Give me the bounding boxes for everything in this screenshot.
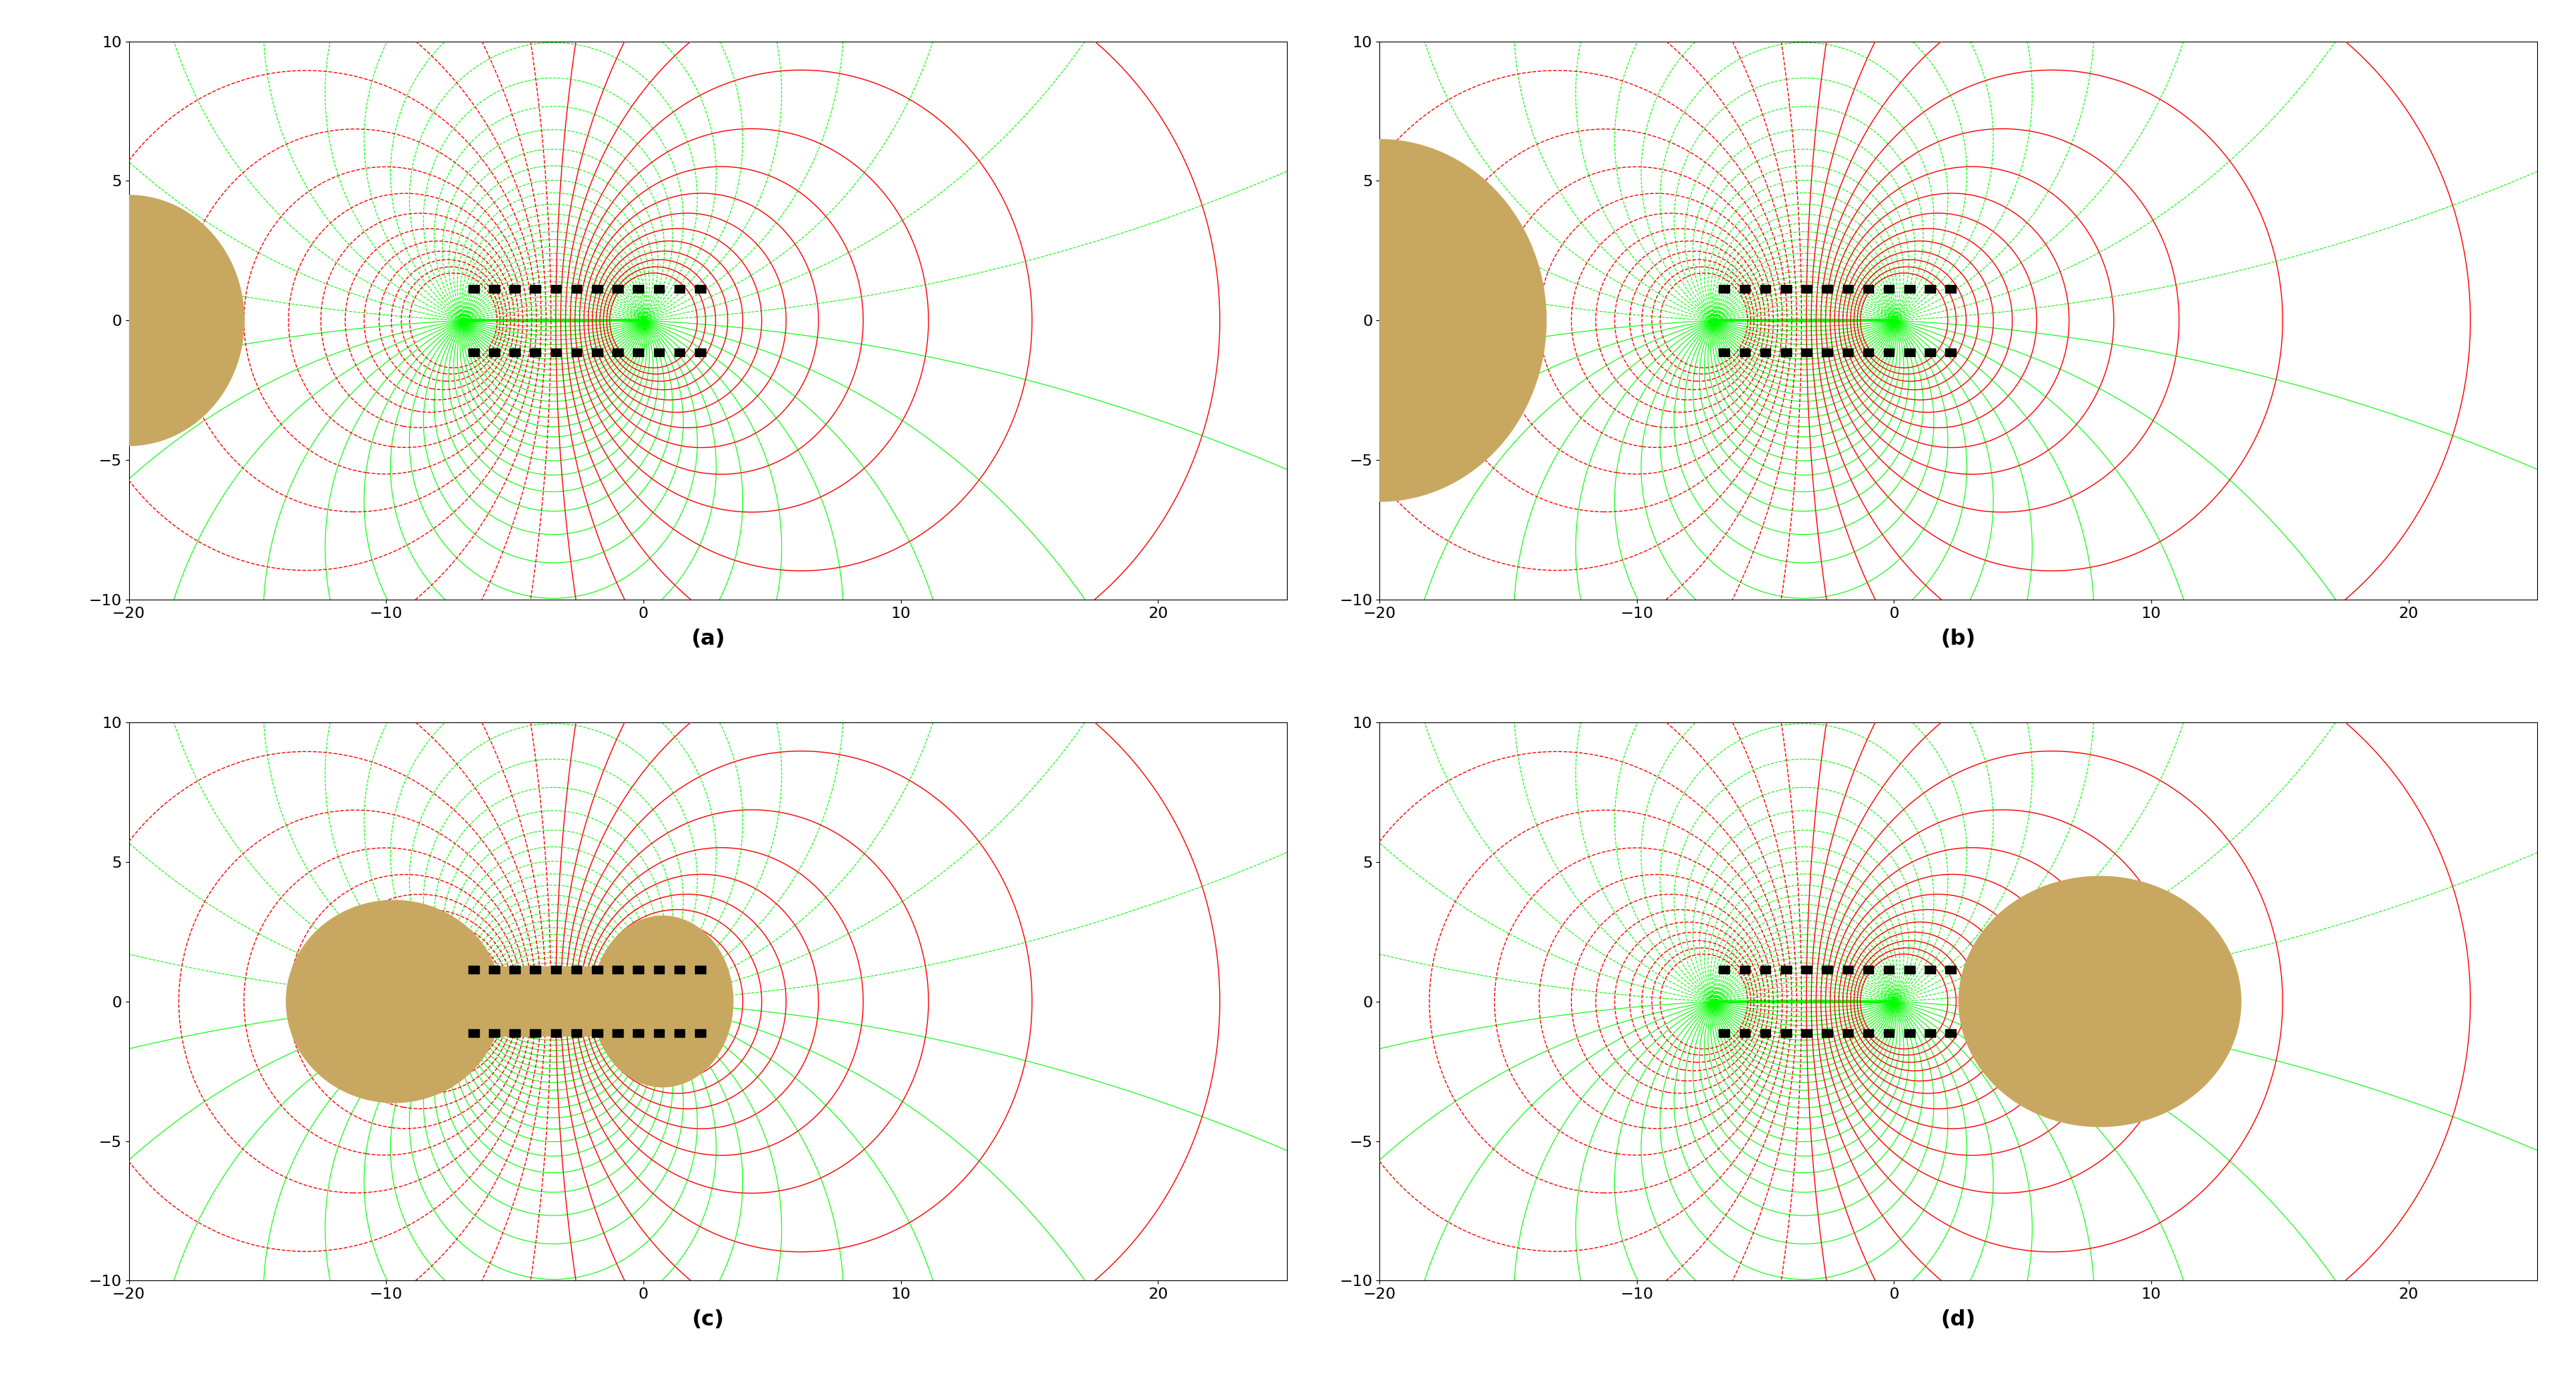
Ellipse shape [1958, 876, 2241, 1128]
Polygon shape [129, 194, 245, 446]
X-axis label: (a): (a) [690, 628, 724, 649]
X-axis label: (c): (c) [690, 1310, 724, 1330]
Polygon shape [1378, 139, 1546, 501]
Polygon shape [286, 901, 734, 1103]
X-axis label: (b): (b) [1940, 628, 1976, 649]
X-axis label: (d): (d) [1940, 1310, 1976, 1330]
